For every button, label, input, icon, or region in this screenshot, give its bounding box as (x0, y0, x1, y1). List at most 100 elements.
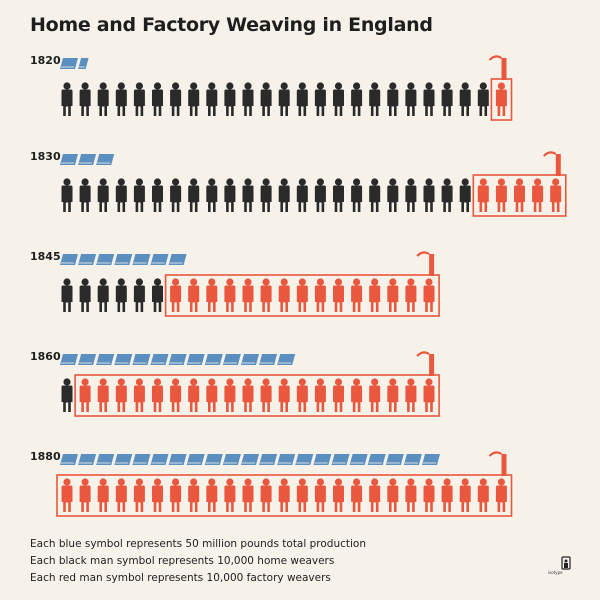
factory-weaver-symbol (296, 478, 308, 512)
factory-weaver-symbol (314, 278, 326, 312)
production-symbol (60, 454, 78, 465)
factory-weaver-symbol (296, 278, 308, 312)
production-symbol (132, 354, 151, 365)
legend-production: Each blue symbol represents 50 million p… (30, 538, 367, 550)
home-weaver-symbol (61, 278, 73, 312)
factory-weaver-symbol (333, 378, 344, 412)
factory-weaver-symbol (152, 378, 163, 412)
factory-frame (74, 374, 440, 417)
factory-weaver-symbol (514, 178, 525, 212)
isotype-logo-icon (561, 556, 571, 570)
production-symbol (241, 454, 259, 465)
row-1860: 1860 (30, 350, 440, 417)
production-symbol (186, 454, 205, 465)
home-weaver-symbol (369, 178, 381, 212)
row-1845: 1845 (30, 250, 440, 317)
factory-weaver-symbol (133, 478, 145, 512)
factory-weaver-symbol (61, 478, 73, 512)
factory-weaver-symbol (79, 478, 91, 512)
home-weaver-symbol (423, 178, 435, 212)
factory-weaver-symbol (115, 378, 127, 412)
factory-weaver-symbol (206, 278, 218, 312)
home-weaver-symbol (314, 82, 326, 116)
home-weaver-symbol (79, 178, 91, 212)
factory-weaver-symbol (242, 278, 254, 312)
production-symbol (60, 354, 78, 365)
production-symbol (204, 454, 223, 465)
year-label: 1860 (30, 350, 61, 363)
factory-weaver-symbol (405, 478, 417, 512)
factory-weaver-symbol (459, 478, 471, 512)
factory-weaver-symbol (278, 378, 290, 412)
home-weaver-symbol (97, 178, 109, 212)
home-weaver-symbol (369, 82, 381, 116)
production-symbol (222, 354, 241, 365)
factory-weaver-symbol (495, 82, 507, 116)
factory-weaver-symbol (170, 378, 182, 412)
factory-weaver-symbol (278, 278, 290, 312)
factory-chimney-icon (488, 451, 507, 476)
production-symbol (60, 254, 78, 265)
home-weaver-symbol (170, 178, 182, 212)
factory-weaver-symbol (296, 378, 308, 412)
factory-weaver-symbol (242, 478, 254, 512)
production-symbol (132, 454, 151, 465)
factory-weaver-symbol (477, 178, 489, 212)
factory-weaver-symbol (133, 378, 145, 412)
factory-weaver-symbol (495, 478, 507, 512)
factory-weaver-symbol (369, 478, 381, 512)
factory-weaver-symbol (423, 278, 435, 312)
isotype-logo: isotype (548, 555, 576, 577)
home-weaver-symbol (333, 178, 344, 212)
home-weaver-symbol (441, 178, 453, 212)
year-label: 1845 (30, 250, 61, 263)
factory-weaver-symbol (333, 278, 344, 312)
production-symbol (222, 454, 241, 465)
production-symbol (150, 354, 169, 365)
home-weaver-symbol (296, 82, 308, 116)
home-weaver-symbol (351, 178, 363, 212)
factory-weaver-symbol (170, 478, 182, 512)
production-symbol (78, 454, 97, 465)
production-symbol (96, 254, 115, 265)
production-symbol (78, 154, 97, 165)
home-weaver-symbol (152, 82, 163, 116)
home-weaver-symbol (170, 82, 182, 116)
home-weaver-symbol (115, 82, 127, 116)
factory-weaver-symbol (550, 178, 562, 212)
home-weaver-symbol (441, 82, 453, 116)
factory-weaver-symbol (532, 178, 544, 212)
factory-weaver-symbol (495, 178, 507, 212)
home-weaver-symbol (423, 82, 435, 116)
row-1830: 1830 (30, 150, 567, 217)
home-weaver-symbol (459, 178, 471, 212)
home-weaver-symbol (278, 178, 290, 212)
production-symbol (78, 254, 97, 265)
factory-weaver-symbol (188, 378, 200, 412)
production-symbol (114, 254, 133, 265)
factory-weaver-symbol (387, 378, 399, 412)
home-weaver-symbol (188, 82, 200, 116)
year-label: 1830 (30, 150, 61, 163)
production-symbol (331, 454, 350, 465)
factory-weaver-symbol (405, 278, 417, 312)
production-symbol (295, 454, 314, 465)
factory-weaver-symbol (224, 478, 236, 512)
home-weaver-symbol (79, 82, 91, 116)
home-weaver-symbol (133, 278, 145, 312)
production-symbol (96, 354, 115, 365)
home-weaver-symbol (206, 178, 218, 212)
home-weaver-symbol (242, 178, 254, 212)
year-label: 1820 (30, 54, 61, 67)
factory-weaver-symbol (206, 478, 218, 512)
home-weaver-symbol (314, 178, 326, 212)
production-symbol (96, 454, 115, 465)
home-weaver-symbol (260, 178, 272, 212)
production-symbol (60, 58, 78, 69)
home-weaver-symbol (242, 82, 254, 116)
factory-weaver-symbol (260, 378, 272, 412)
production-symbol (259, 354, 278, 365)
production-symbol (168, 354, 187, 365)
production-symbol (241, 354, 259, 365)
